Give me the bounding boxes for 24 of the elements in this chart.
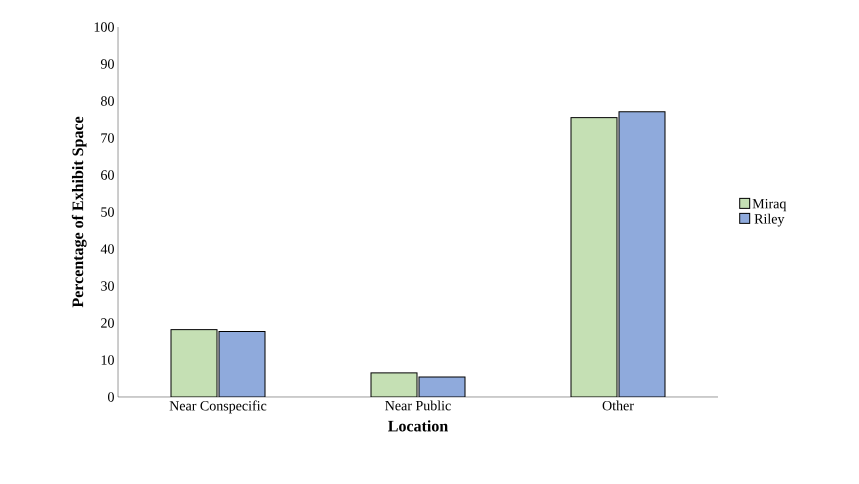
y-tick-label: 0 [108, 392, 114, 402]
y-tick-label: 80 [101, 96, 114, 106]
y-tick-label: 60 [101, 170, 114, 180]
y-tick-label: 50 [101, 207, 114, 217]
y-tick-label: 90 [100, 59, 114, 69]
bar [418, 376, 466, 397]
bar [170, 329, 218, 397]
y-tick-label: 70 [101, 133, 114, 143]
y-tick-label: 20 [101, 318, 114, 328]
x-axis-title: Location [388, 420, 448, 432]
y-tick-label: 40 [100, 244, 114, 254]
y-tick-label: 100 [94, 22, 114, 32]
bar [618, 111, 666, 397]
x-tick-label: Near Public [385, 400, 451, 410]
legend-label: Miraq [752, 199, 786, 212]
x-tick-label: Other [602, 400, 634, 410]
bar [370, 372, 418, 397]
bar [570, 117, 618, 397]
legend-label: Riley [754, 214, 784, 227]
y-tick-label: 30 [101, 281, 114, 291]
x-tick-label: Near Conspecific [170, 400, 266, 414]
y-axis-title: Percentage of Exhibit Space [72, 116, 87, 308]
y-tick-label: 10 [102, 355, 114, 365]
bar [218, 331, 266, 397]
